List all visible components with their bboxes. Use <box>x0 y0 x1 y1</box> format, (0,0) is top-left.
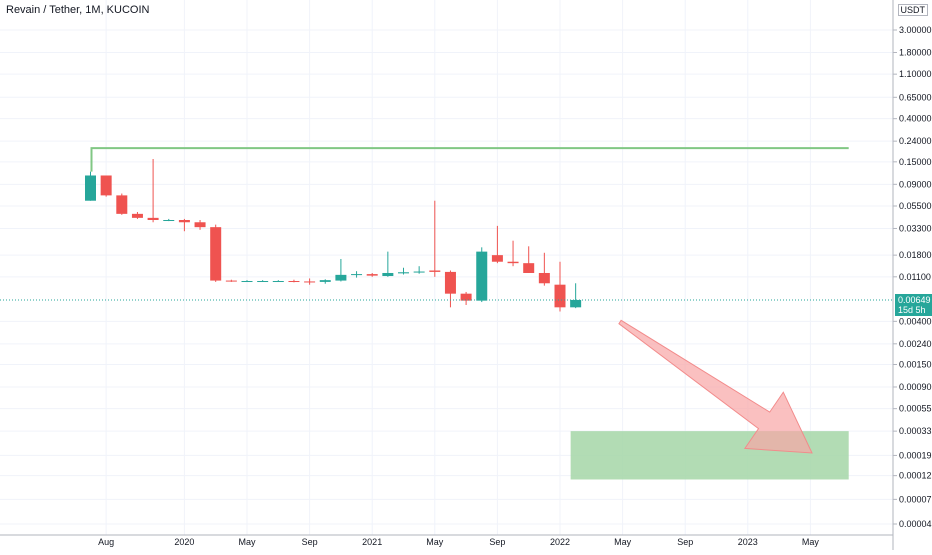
candle-body <box>288 281 300 283</box>
y-tick-label: 0.40000 <box>899 114 932 124</box>
currency-label[interactable]: USDT <box>897 4 928 16</box>
y-tick-label: 0.03300 <box>899 223 932 233</box>
y-tick-label: 0.00007 <box>899 494 932 504</box>
candle-body <box>507 261 519 264</box>
y-tick-label: 3.00000 <box>899 25 932 35</box>
x-tick-label: Sep <box>302 537 318 547</box>
candle-body <box>429 270 441 272</box>
candle-body <box>413 271 425 273</box>
y-tick-label: 0.65000 <box>899 92 932 102</box>
candle-body <box>476 251 488 301</box>
candle-body <box>131 213 143 218</box>
candle-body <box>304 281 316 283</box>
chart-title: Revain / Tether, 1M, KUCOIN <box>6 4 150 16</box>
candle-body <box>382 272 394 277</box>
candle-body <box>178 220 190 223</box>
y-tick-label: 0.00090 <box>899 382 932 392</box>
candle-body <box>366 274 378 276</box>
y-tick-label: 1.80000 <box>899 47 932 57</box>
x-tick-label: Sep <box>489 537 505 547</box>
x-tick-label: 2022 <box>550 537 570 547</box>
target-zone <box>570 431 849 480</box>
x-tick-label: May <box>802 537 820 547</box>
y-tick-label: 0.00150 <box>899 360 932 370</box>
candle-body <box>210 227 222 281</box>
y-tick-label: 0.15000 <box>899 157 932 167</box>
x-tick-label: Sep <box>677 537 693 547</box>
candle-body <box>257 281 269 283</box>
y-tick-label: 0.00012 <box>899 471 932 481</box>
candle-body <box>351 274 363 276</box>
drawings <box>0 147 893 454</box>
candle-body <box>194 222 206 228</box>
y-tick-label: 0.05500 <box>899 201 932 211</box>
y-tick-label: 0.00004 <box>899 519 932 529</box>
candle-body <box>523 263 535 273</box>
x-tick-label: May <box>614 537 632 547</box>
y-tick-label: 0.00240 <box>899 339 932 349</box>
candle-body <box>147 217 159 221</box>
candle-body <box>460 293 472 301</box>
y-tick-label: 0.24000 <box>899 136 932 146</box>
x-tick-label: May <box>426 537 444 547</box>
candles <box>85 158 582 312</box>
y-tick-label: 0.09000 <box>899 179 932 189</box>
resistance-line <box>90 147 849 172</box>
last-price-badge: 0.00649 15d 5h <box>895 294 932 317</box>
projection-arrow <box>618 319 813 454</box>
y-tick-label: 0.00033 <box>899 426 932 436</box>
candle-body <box>444 271 456 294</box>
target-zone-layer <box>570 431 849 480</box>
candle-body <box>225 280 237 282</box>
y-tick-label: 0.00055 <box>899 404 932 414</box>
candle-body <box>398 272 409 274</box>
x-tick-label: 2020 <box>174 537 194 547</box>
candle-body <box>319 280 331 282</box>
candle-body <box>241 281 253 283</box>
x-tick-label: May <box>238 537 256 547</box>
x-tick-label: 2021 <box>362 537 382 547</box>
candle-body <box>100 175 112 196</box>
y-tick-label: 0.00400 <box>899 316 932 326</box>
candle-body <box>538 272 550 284</box>
last-price-value: 0.00649 <box>898 295 931 306</box>
candle-body <box>116 195 128 214</box>
candle-body <box>491 255 503 262</box>
candle-body <box>272 281 284 283</box>
x-tick-label: Aug <box>98 537 114 547</box>
y-tick-label: 0.01800 <box>899 250 932 260</box>
candle-body <box>85 175 96 201</box>
candle-countdown: 15d 5h <box>898 305 926 316</box>
y-tick-label: 1.10000 <box>899 69 932 79</box>
candle-body <box>163 220 175 222</box>
x-tick-label: 2023 <box>738 537 758 547</box>
candle-body <box>554 284 566 308</box>
candle-body <box>570 299 582 308</box>
grid <box>0 0 893 535</box>
candle-body <box>335 274 347 281</box>
y-tick-label: 0.00019 <box>899 450 932 460</box>
y-tick-label: 0.01100 <box>899 272 931 282</box>
